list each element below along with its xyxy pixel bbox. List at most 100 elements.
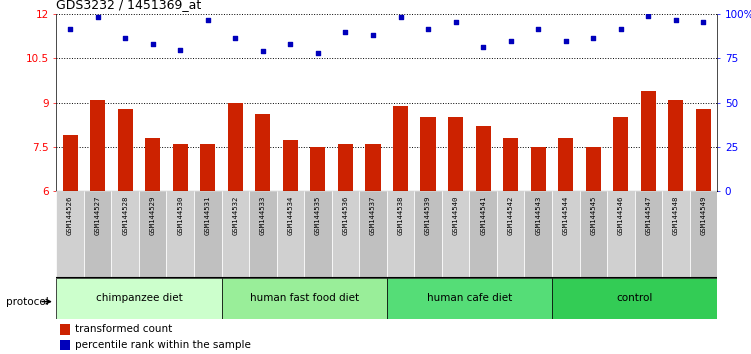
Text: GSM144541: GSM144541 [480,195,486,235]
Bar [689,191,717,278]
Bar [173,144,188,191]
Point [532,26,544,32]
Bar [90,100,105,191]
Point [146,41,158,46]
Text: GSM144533: GSM144533 [260,195,266,235]
Bar [84,191,111,278]
Bar [249,191,276,278]
Bar [497,191,524,278]
Text: GSM144530: GSM144530 [177,195,183,235]
Bar [586,147,601,191]
Bar [469,191,497,278]
Point [64,26,76,32]
Text: protocol: protocol [6,297,49,307]
Bar [222,278,387,319]
Text: GSM144546: GSM144546 [618,195,624,235]
Bar [167,191,194,278]
Bar [558,138,573,191]
Point [505,38,517,44]
Bar [222,191,249,278]
Point [367,32,379,38]
Bar [415,191,442,278]
Point [202,17,214,23]
Bar [503,138,518,191]
Text: GSM144534: GSM144534 [288,195,294,235]
Point [339,29,351,35]
Point [559,38,572,44]
Point [642,13,654,18]
Bar [194,191,222,278]
Text: GSM144539: GSM144539 [425,195,431,235]
Bar [228,103,243,191]
Point [312,50,324,56]
Bar [552,191,580,278]
Bar [56,278,222,319]
Text: GSM144549: GSM144549 [701,195,707,235]
Bar [531,147,546,191]
Text: GSM144531: GSM144531 [205,195,211,235]
Point [477,44,489,50]
Point [698,19,710,24]
Bar [332,191,359,278]
Bar [276,191,304,278]
Bar [338,144,353,191]
Bar [387,278,552,319]
Text: GSM144543: GSM144543 [535,195,541,235]
Text: transformed count: transformed count [75,324,172,334]
Point [394,14,406,20]
Bar [255,114,270,191]
Point [450,19,462,24]
Bar [552,278,717,319]
Text: GSM144529: GSM144529 [149,195,155,235]
Text: GSM144545: GSM144545 [590,195,596,235]
Bar [448,118,463,191]
Bar [118,109,133,191]
Point [285,41,297,46]
Bar [283,139,298,191]
Bar [59,340,70,350]
Bar [696,109,711,191]
Bar [201,144,216,191]
Bar [304,191,332,278]
Bar [111,191,139,278]
Point [174,47,186,52]
Bar [59,324,70,335]
Point [257,48,269,54]
Text: GSM144537: GSM144537 [370,195,376,235]
Text: human cafe diet: human cafe diet [427,293,512,303]
Bar [421,118,436,191]
Bar [145,138,160,191]
Bar [662,191,689,278]
Point [422,26,434,32]
Point [119,35,131,41]
Bar [387,191,415,278]
Bar [139,191,167,278]
Point [92,14,104,20]
Text: control: control [617,293,653,303]
Bar [580,191,607,278]
Text: GSM144532: GSM144532 [232,195,238,235]
Bar [359,191,387,278]
Text: GSM144547: GSM144547 [645,195,651,235]
Text: GSM144526: GSM144526 [67,195,73,235]
Text: GDS3232 / 1451369_at: GDS3232 / 1451369_at [56,0,201,11]
Text: GSM144538: GSM144538 [397,195,403,235]
Bar [635,191,662,278]
Text: GSM144540: GSM144540 [453,195,459,235]
Bar [366,144,381,191]
Text: chimpanzee diet: chimpanzee diet [95,293,182,303]
Text: GSM144535: GSM144535 [315,195,321,235]
Bar [310,147,325,191]
Point [587,35,599,41]
Point [670,17,682,23]
Text: GSM144544: GSM144544 [562,195,569,235]
Bar [607,191,635,278]
Bar [62,135,77,191]
Bar [393,105,408,191]
Point [615,26,627,32]
Bar [668,100,683,191]
Text: human fast food diet: human fast food diet [249,293,359,303]
Bar [524,191,552,278]
Bar [614,118,629,191]
Text: GSM144548: GSM144548 [673,195,679,235]
